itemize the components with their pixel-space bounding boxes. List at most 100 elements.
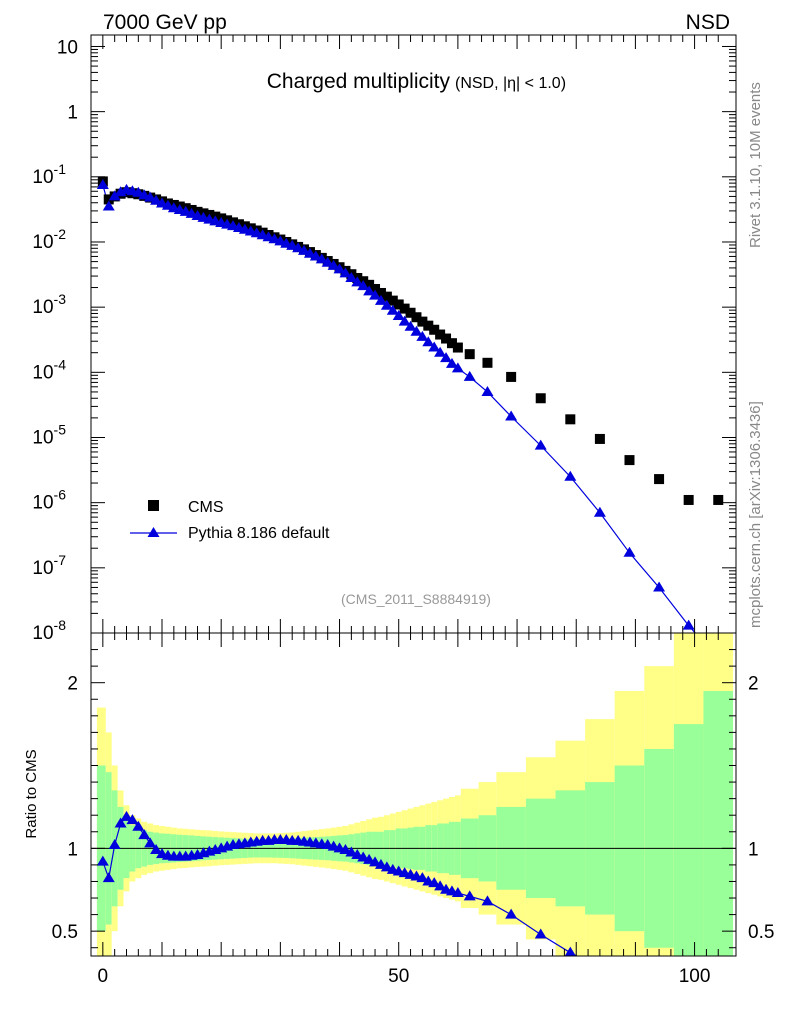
y-tick-label: 10-4 [32,356,66,383]
data-point [481,895,494,906]
ratio-ylabel: Ratio to CMS [23,749,40,838]
legend-marker-cms [148,500,159,511]
data-point [96,178,109,189]
data-point [451,362,464,373]
data-point [441,333,452,344]
data-point [505,410,518,421]
data-point [298,244,311,255]
chart-title: Charged multiplicity [267,70,451,93]
pythia-line [102,184,697,633]
axes-frames [90,34,737,957]
data-point [96,855,109,866]
data-point [381,291,392,302]
data-point [102,200,115,211]
analysis-watermark: (CMS_2011_S8884919) [341,591,491,607]
data-point [132,820,145,831]
data-point [126,814,139,825]
data-point [144,191,157,202]
data-point [393,299,404,310]
data-point [482,357,493,368]
ratio-y-tick-label-right: 2 [748,674,759,695]
data-point [682,619,695,630]
data-point [392,310,405,321]
data-point [564,946,576,956]
data-point [370,283,381,294]
data-point [380,299,393,310]
data-point [351,276,364,287]
band-inner [673,724,704,956]
data-point [506,371,517,382]
side-label-rivet: Rivet 3.1.10, 10M events [747,82,764,248]
data-point [534,439,547,450]
data-point [624,455,635,466]
legend-label-pythia: Pythia 8.186 default [188,525,330,542]
data-point [303,247,316,258]
data-point [399,303,410,314]
data-point [138,829,151,840]
y-tick-label: 10-3 [32,291,66,318]
data-point [411,312,422,323]
x-tick-label: 50 [388,966,409,987]
data-point [434,880,447,891]
data-point [114,817,127,828]
data-point [363,285,376,296]
data-point [417,316,428,327]
data-point [593,506,606,517]
data-point [623,546,636,557]
ratio-y-tick-label-right: 0.5 [748,922,774,943]
legend-label-cms: CMS [188,499,224,516]
data-point [594,433,605,444]
data-point [445,357,458,368]
header-left: 7000 GeV pp [103,11,227,34]
data-point [452,342,463,353]
y-tick-label: 10-7 [32,552,66,579]
data-point [416,872,429,883]
x-tick-label: 100 [679,966,711,987]
data-point [451,887,464,898]
data-point [464,349,475,360]
header-right: NSD [686,11,730,34]
ratio-series [96,810,606,972]
data-point [429,324,440,335]
ratio-bands [96,633,734,956]
data-point [374,294,387,305]
main-series [96,176,724,633]
y-tick-label: 1 [67,103,78,124]
data-point [321,256,334,267]
data-point [428,341,441,352]
data-point [428,877,441,888]
data-point [108,190,121,201]
data-point [463,370,476,381]
data-point [333,263,346,274]
data-point [463,890,476,901]
ratio-y-tick-label: 0.5 [52,922,78,943]
data-point [364,279,375,290]
y-tick-label: 10 [57,37,78,58]
data-point [422,336,435,347]
data-point [398,315,411,326]
data-point [534,928,547,939]
side-label-mcplots: mcplots.cern.ch [arXiv:1306.3436] [747,401,764,628]
data-point [103,194,114,205]
band-inner [703,690,734,956]
data-point [505,908,518,919]
data-point [434,346,447,357]
legend: CMS Pythia 8.186 default [130,499,330,542]
data-point [102,872,115,883]
data-point [713,494,724,505]
ratio-y-tick-label: 2 [67,674,78,695]
data-point [416,330,429,341]
y-tick-label: 10-6 [32,487,66,514]
data-point [440,352,453,363]
data-point [683,494,694,505]
data-point [481,385,494,396]
data-point [375,287,386,298]
data-point [120,810,133,821]
data-point [564,470,577,481]
y-tick-label: 10-8 [32,617,66,644]
data-point [594,962,606,972]
y-tick-label: 10-1 [32,161,66,188]
data-point [108,839,121,850]
data-point [339,267,352,278]
